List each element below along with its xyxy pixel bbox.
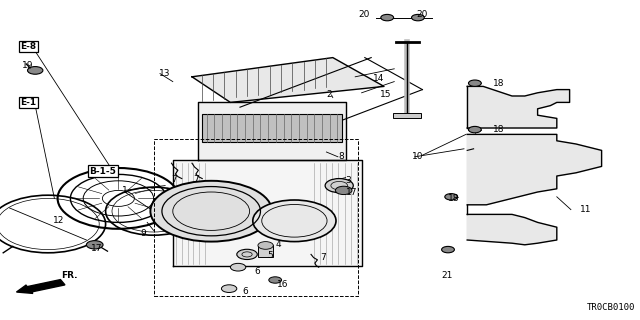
Circle shape (150, 181, 272, 242)
Bar (154, 139, 358, 296)
Text: 14: 14 (373, 74, 385, 83)
Text: 1: 1 (122, 186, 127, 195)
Text: TR0CB0100: TR0CB0100 (586, 303, 635, 312)
Text: 7: 7 (171, 175, 177, 184)
Text: 8: 8 (338, 152, 344, 161)
Circle shape (468, 126, 481, 133)
Text: 20: 20 (358, 10, 370, 19)
Circle shape (86, 241, 103, 249)
Text: 13: 13 (159, 69, 170, 78)
Polygon shape (173, 160, 362, 266)
Circle shape (468, 80, 481, 86)
Text: 17: 17 (346, 188, 357, 197)
FancyArrow shape (17, 280, 65, 293)
Text: 5: 5 (268, 251, 273, 260)
Circle shape (269, 277, 282, 283)
Circle shape (258, 242, 273, 249)
Polygon shape (198, 102, 346, 160)
Circle shape (230, 263, 246, 271)
Text: 3: 3 (346, 176, 351, 185)
Text: 7: 7 (193, 175, 199, 184)
Text: 12: 12 (52, 216, 64, 225)
Polygon shape (467, 214, 557, 245)
Circle shape (381, 14, 394, 21)
Text: 10: 10 (412, 152, 424, 161)
Text: 17: 17 (91, 244, 102, 253)
Circle shape (28, 67, 43, 74)
Text: 21: 21 (442, 271, 453, 280)
Text: 18: 18 (448, 194, 460, 203)
Circle shape (221, 285, 237, 292)
Text: FR.: FR. (61, 271, 78, 280)
Circle shape (335, 186, 352, 195)
Bar (202, 114, 342, 142)
Text: 2: 2 (326, 90, 332, 99)
Text: E-1: E-1 (20, 98, 36, 107)
Text: 20: 20 (416, 10, 428, 19)
Text: 7: 7 (320, 253, 326, 262)
Polygon shape (467, 134, 602, 205)
Text: 18: 18 (493, 79, 504, 88)
Text: 4: 4 (275, 240, 281, 249)
Text: 15: 15 (380, 90, 391, 99)
Bar (393, 113, 421, 118)
Circle shape (237, 249, 257, 260)
Text: 9: 9 (141, 229, 147, 238)
Text: 18: 18 (493, 125, 504, 134)
Text: E-8: E-8 (20, 42, 36, 51)
Text: 11: 11 (580, 205, 591, 214)
Text: 19: 19 (22, 61, 33, 70)
Circle shape (412, 14, 424, 21)
Text: 6: 6 (242, 287, 248, 296)
Circle shape (253, 200, 336, 242)
Circle shape (442, 246, 454, 253)
Circle shape (445, 194, 458, 200)
Text: B-1-5: B-1-5 (90, 167, 116, 176)
Circle shape (325, 179, 353, 193)
Text: 6: 6 (255, 268, 260, 276)
Polygon shape (467, 86, 570, 128)
Polygon shape (192, 58, 384, 102)
Text: 16: 16 (276, 280, 288, 289)
Bar (258, 245, 273, 257)
